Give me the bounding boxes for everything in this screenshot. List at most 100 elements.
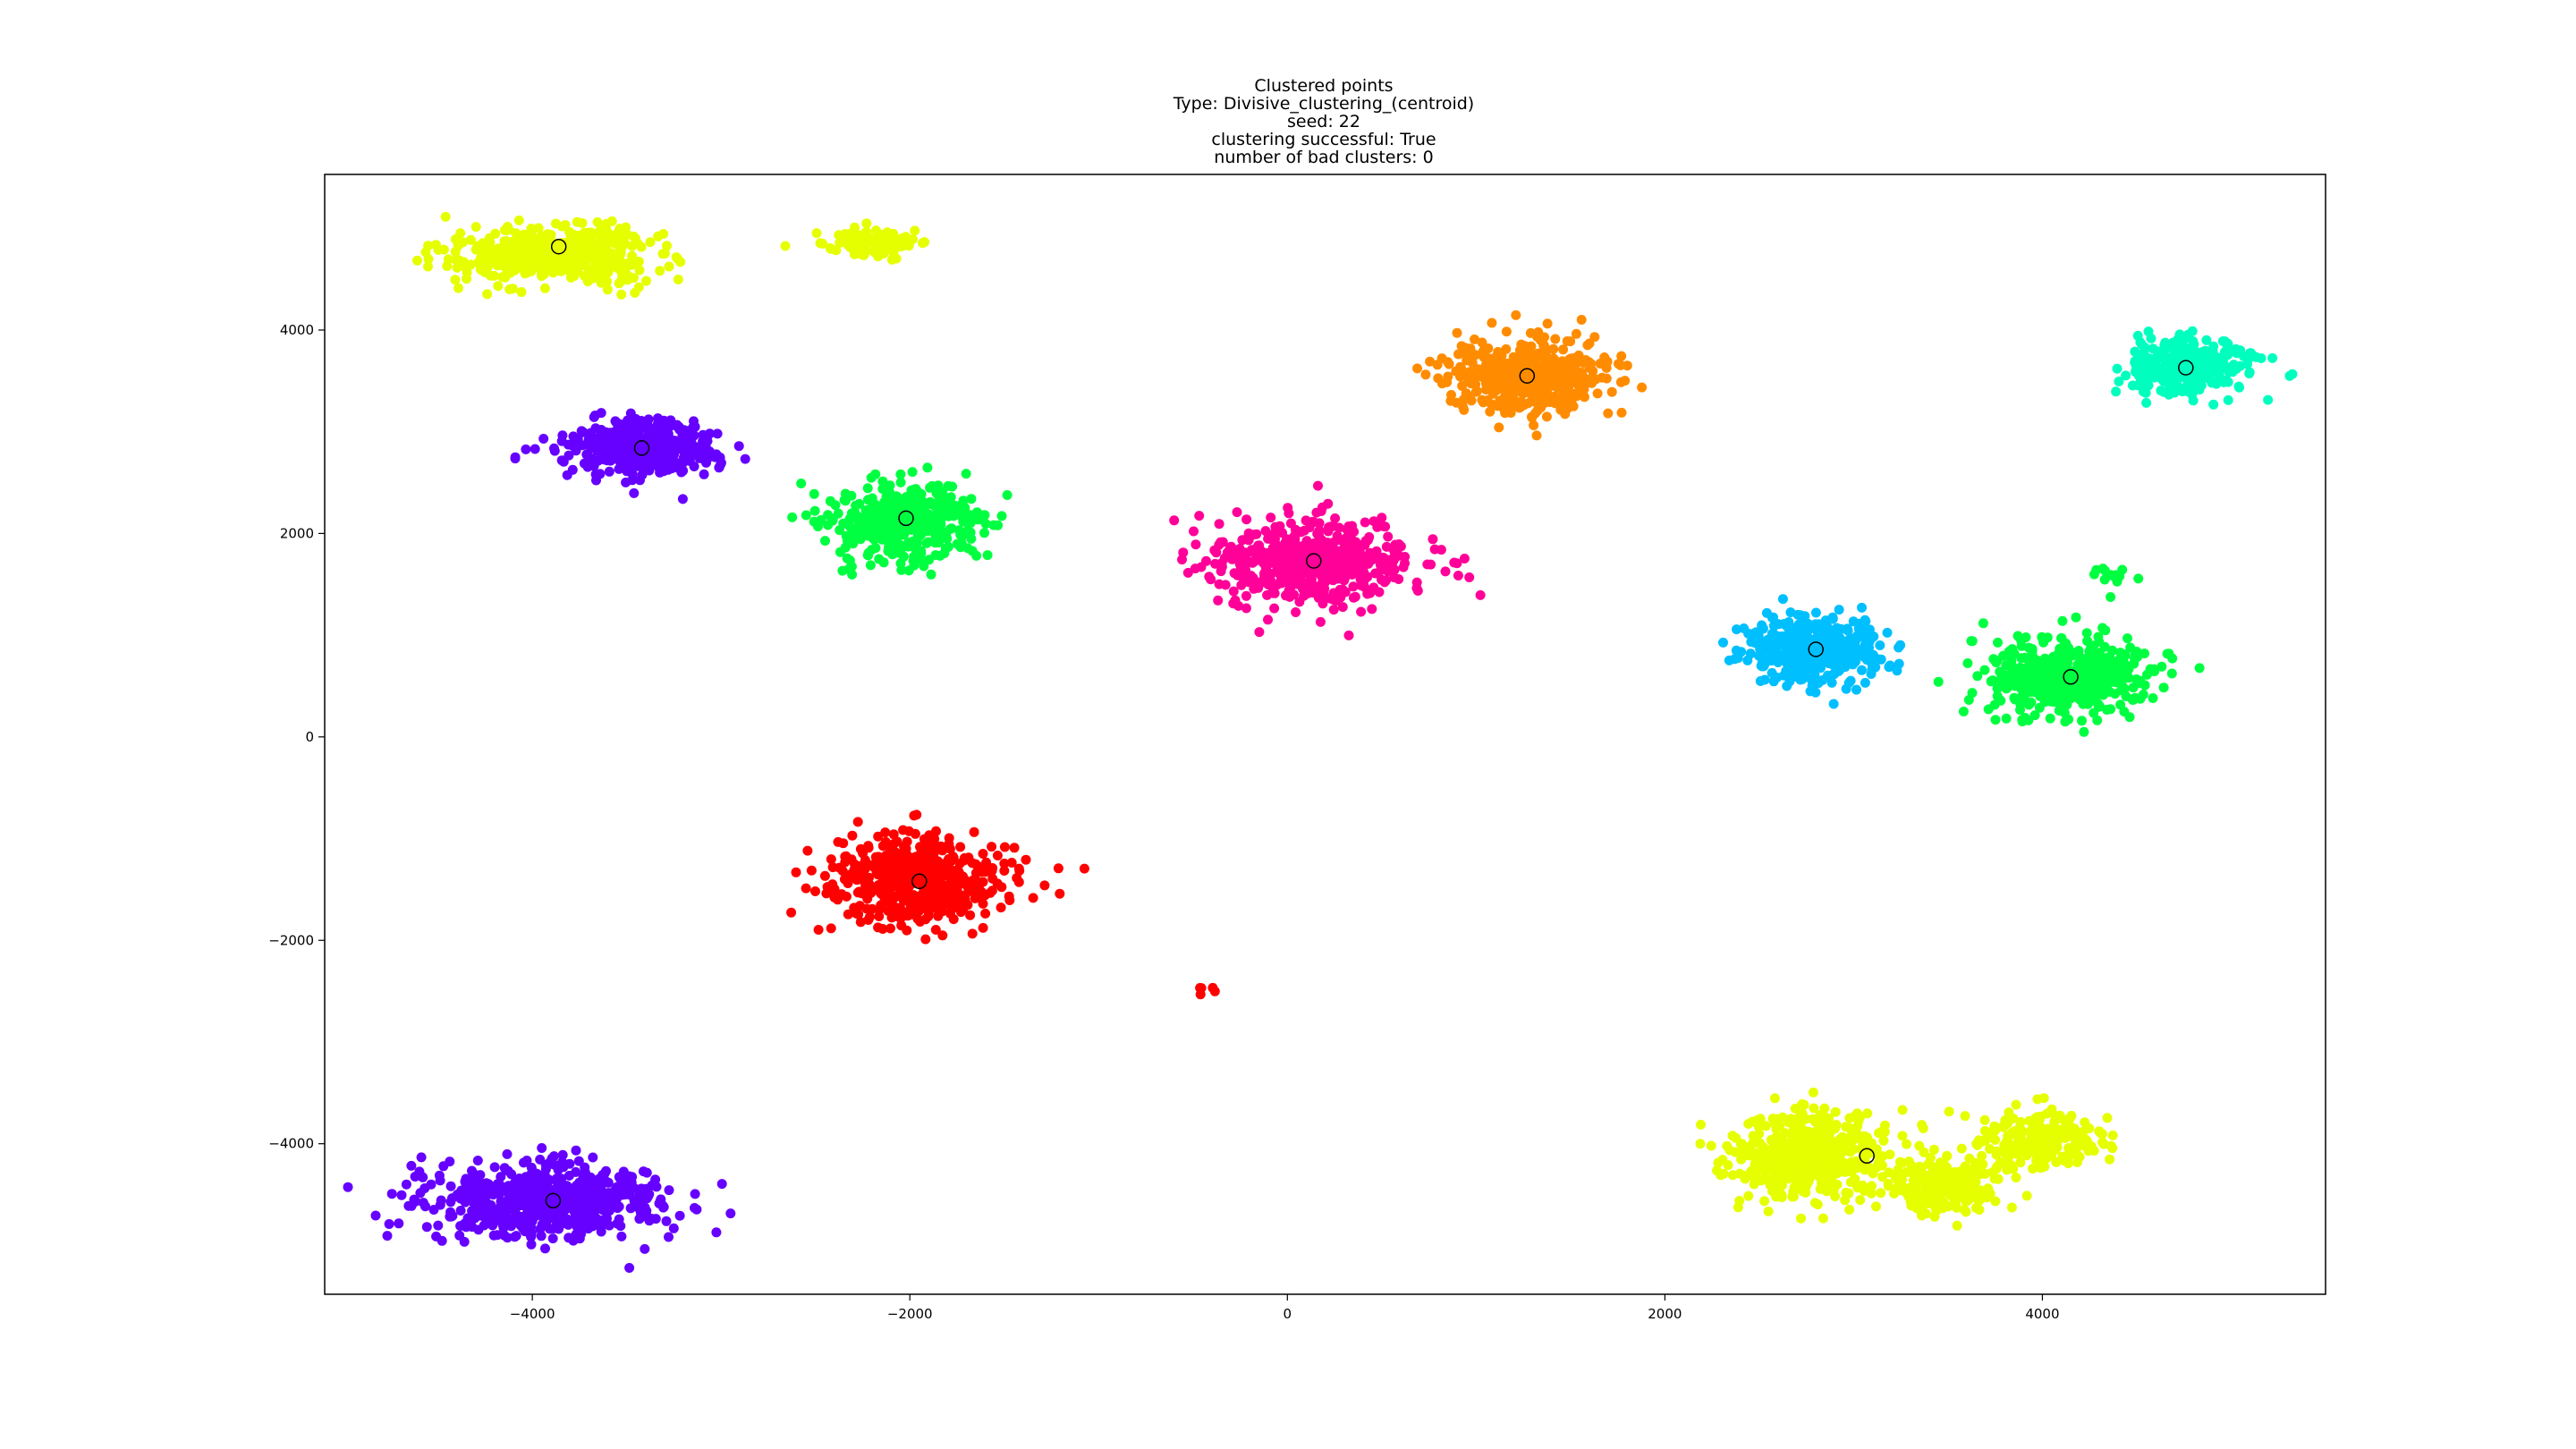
- data-point: [907, 909, 918, 919]
- data-point: [1615, 377, 1626, 387]
- data-point: [1053, 863, 1063, 874]
- data-point: [2223, 377, 2233, 387]
- data-point: [714, 462, 724, 473]
- data-point: [2023, 670, 2034, 681]
- data-point: [1727, 1170, 1738, 1181]
- data-point: [2166, 668, 2177, 679]
- data-point: [1530, 408, 1540, 419]
- data-point: [1169, 515, 1180, 526]
- data-point: [2080, 1117, 2090, 1128]
- data-point: [1736, 1147, 1747, 1157]
- data-point: [624, 421, 635, 432]
- data-point: [511, 228, 521, 239]
- data-point: [2223, 394, 2233, 405]
- data-point: [460, 262, 470, 273]
- data-point: [1210, 558, 1221, 569]
- data-point: [652, 419, 663, 429]
- data-point: [1296, 527, 1306, 538]
- data-point: [1219, 553, 1230, 564]
- data-point: [862, 483, 873, 494]
- data-point: [841, 891, 852, 902]
- data-point: [1867, 1181, 1877, 1191]
- data-point: [2161, 373, 2172, 384]
- data-point: [1777, 1158, 1788, 1169]
- data-point: [1938, 1177, 1949, 1188]
- data-point: [1990, 715, 2001, 725]
- data-point: [596, 408, 606, 419]
- data-point: [1918, 1170, 1928, 1181]
- data-point: [1843, 645, 1853, 656]
- data-point: [1790, 1131, 1801, 1141]
- data-point: [1755, 1114, 1766, 1124]
- data-point: [565, 264, 576, 275]
- data-point: [2284, 370, 2295, 381]
- data-point: [1724, 655, 1734, 665]
- data-point: [930, 860, 941, 871]
- data-point: [962, 543, 973, 554]
- data-point: [1866, 1188, 1877, 1199]
- data-point: [1980, 1135, 1990, 1146]
- data-point: [2139, 347, 2149, 358]
- data-point: [886, 254, 897, 265]
- data-point: [499, 236, 510, 247]
- data-point: [811, 228, 822, 239]
- data-point: [1316, 506, 1326, 516]
- data-point: [860, 519, 870, 530]
- data-point: [2063, 714, 2074, 724]
- data-point: [2006, 1202, 2017, 1213]
- data-point: [1748, 1150, 1758, 1161]
- data-point: [1263, 614, 1273, 625]
- data-point: [1241, 590, 1251, 601]
- data-point: [2152, 346, 2163, 357]
- data-point: [1601, 373, 1612, 384]
- data-point: [923, 537, 934, 547]
- data-point: [1762, 634, 1773, 645]
- data-point: [1263, 580, 1274, 589]
- data-point: [1571, 328, 1581, 339]
- data-point: [1334, 522, 1344, 533]
- data-point: [993, 520, 1004, 530]
- data-point: [846, 490, 857, 501]
- data-point: [1519, 341, 1530, 352]
- data-point: [1471, 371, 1482, 382]
- data-point: [1818, 1120, 1829, 1131]
- data-point: [593, 446, 604, 457]
- data-point: [2139, 357, 2149, 368]
- data-point: [604, 466, 614, 477]
- data-point: [2072, 1150, 2083, 1161]
- data-point: [1002, 490, 1013, 500]
- data-point: [801, 510, 811, 521]
- data-point: [861, 859, 872, 869]
- data-point: [662, 241, 672, 251]
- data-point: [1237, 535, 1248, 546]
- data-point: [835, 238, 845, 248]
- data-point: [1236, 580, 1247, 590]
- data-point: [470, 244, 481, 255]
- data-point: [1055, 888, 1065, 899]
- data-point: [1895, 640, 1906, 650]
- data-point: [1771, 1123, 1782, 1134]
- data-point: [1616, 407, 1627, 418]
- data-point: [557, 430, 568, 441]
- data-point: [1487, 318, 1497, 328]
- data-point: [2148, 693, 2158, 703]
- data-point: [1757, 647, 1767, 657]
- data-point: [2146, 333, 2157, 343]
- data-point: [2050, 1110, 2061, 1121]
- data-point: [555, 266, 566, 276]
- data-point: [1603, 408, 1614, 419]
- data-point: [1818, 1213, 1828, 1224]
- data-point: [894, 902, 905, 913]
- data-point: [643, 414, 654, 425]
- data-point: [1452, 327, 1462, 338]
- data-point: [890, 892, 901, 902]
- data-point: [868, 499, 878, 510]
- data-point: [1582, 375, 1593, 386]
- data-point: [613, 239, 623, 249]
- data-point: [1818, 637, 1829, 648]
- data-point: [2128, 693, 2139, 704]
- data-point: [621, 477, 631, 487]
- data-point: [1429, 544, 1440, 555]
- data-point: [412, 255, 422, 266]
